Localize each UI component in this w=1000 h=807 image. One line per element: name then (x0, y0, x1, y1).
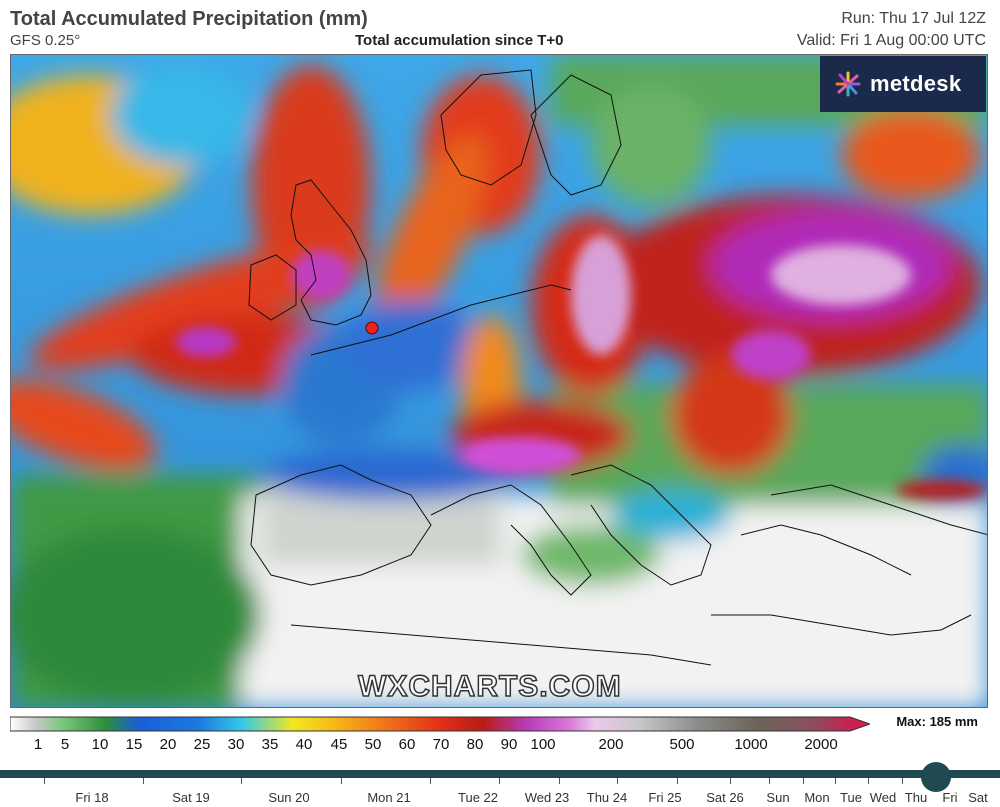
timeline-tick (430, 778, 431, 784)
chart-header: Total Accumulated Precipitation (mm) GFS… (0, 0, 1000, 54)
timeline-day-label[interactable]: Thu (904, 790, 928, 805)
colorbar-tick-label: 70 (432, 736, 450, 753)
timeline-day-label[interactable]: Thu 24 (586, 790, 628, 805)
metdesk-burst-icon (835, 71, 861, 97)
colorbar-tick-label: 90 (500, 736, 518, 753)
timeline-tick (902, 778, 903, 784)
timeline-tick (241, 778, 242, 784)
colorbar-tick-label: 1 (33, 736, 43, 753)
timeline-tick (559, 778, 560, 784)
legend: 1 5 10 15 20 25 30 35 40 45 50 60 70 80 90 100 200 500 100… (10, 712, 1000, 762)
timeline-day-label[interactable]: Wed (869, 790, 897, 805)
valid-time: Valid: Fri 1 Aug 00:00 UTC (796, 32, 986, 49)
chart-subtitle: Total accumulation since T+0 (355, 32, 564, 49)
colorbar-ticks: 1 5 10 15 20 25 30 35 40 45 50 60 70 80 90 100 200 500 100… (10, 736, 870, 756)
colorbar-tick-label: 500 (669, 736, 695, 753)
colorbar-tick-label: 80 (466, 736, 484, 753)
model-label: GFS 0.25° (10, 32, 81, 49)
timeline-tick (868, 778, 869, 784)
colorbar-tick-label: 35 (261, 736, 279, 753)
chart-title: Total Accumulated Precipitation (mm) (10, 8, 368, 30)
colorbar-tick-label: 1000 (734, 736, 768, 753)
timeline-day-label[interactable]: Fri (942, 790, 958, 805)
precipitation-map[interactable] (10, 54, 988, 708)
map-svg (11, 55, 987, 707)
timeline-track[interactable] (0, 770, 1000, 778)
timeline-tick (143, 778, 144, 784)
colorbar-tick-label: 20 (159, 736, 177, 753)
colorbar-tick-label: 60 (398, 736, 416, 753)
run-time: Run: Thu 17 Jul 12Z (841, 10, 986, 27)
colorbar-tick-label: 100 (530, 736, 556, 753)
timeline-tick (44, 778, 45, 784)
timeline-day-label[interactable]: Sat 26 (706, 790, 744, 805)
colorbar-tick-label: 45 (330, 736, 348, 753)
timeline-day-label[interactable]: Wed 23 (524, 790, 570, 805)
max-label: Max: 185 mm (896, 714, 978, 729)
timeline-day-label[interactable]: Sat (968, 790, 988, 805)
timeline-tick (617, 778, 618, 784)
timeline-day-label[interactable]: Sat 19 (172, 790, 210, 805)
timeline-day-label[interactable]: Mon 21 (367, 790, 411, 805)
colorbar-tick-label: 2000 (804, 736, 838, 753)
timeline-day-label[interactable]: Fri 25 (648, 790, 682, 805)
timeline-day-label[interactable]: Fri 18 (75, 790, 109, 805)
timeline[interactable]: Fri 18 Sat 19 Sun 20 Mon 21 Tue 22 Wed 23 Thu … (0, 762, 1000, 807)
timeline-tick (341, 778, 342, 784)
colorbar-tick-label: 5 (60, 736, 70, 753)
colorbar-tick-label: 50 (364, 736, 382, 753)
logo-text: metdesk (870, 71, 962, 96)
timeline-tick (730, 778, 731, 784)
colorbar-tick-label: 25 (193, 736, 211, 753)
colorbar-tick-label: 200 (598, 736, 624, 753)
location-marker[interactable] (365, 321, 379, 335)
timeline-day-label[interactable]: Mon (804, 790, 830, 805)
heavy-precip (176, 235, 986, 500)
colorbar-tick-label: 10 (91, 736, 109, 753)
timeline-tick (803, 778, 804, 784)
timeline-tick (499, 778, 500, 784)
timeline-tick (769, 778, 770, 784)
colorbar-tick-label: 30 (227, 736, 245, 753)
timeline-day-label[interactable]: Tue 22 (458, 790, 498, 805)
timeline-day-label[interactable]: Tue (840, 790, 862, 805)
timeline-handle[interactable] (921, 762, 951, 792)
colorbar-tick-label: 40 (295, 736, 313, 753)
colorbar-tick-label: 15 (125, 736, 143, 753)
colorbar (10, 716, 870, 732)
timeline-tick (835, 778, 836, 784)
wxcharts-watermark: WXCHARTS.COM (357, 669, 622, 704)
timeline-day-label[interactable]: Sun (766, 790, 790, 805)
metdesk-logo[interactable]: metdesk (820, 56, 986, 112)
coastlines (248, 69, 987, 666)
timeline-tick (677, 778, 678, 784)
timeline-day-label[interactable]: Sun 20 (268, 790, 310, 805)
